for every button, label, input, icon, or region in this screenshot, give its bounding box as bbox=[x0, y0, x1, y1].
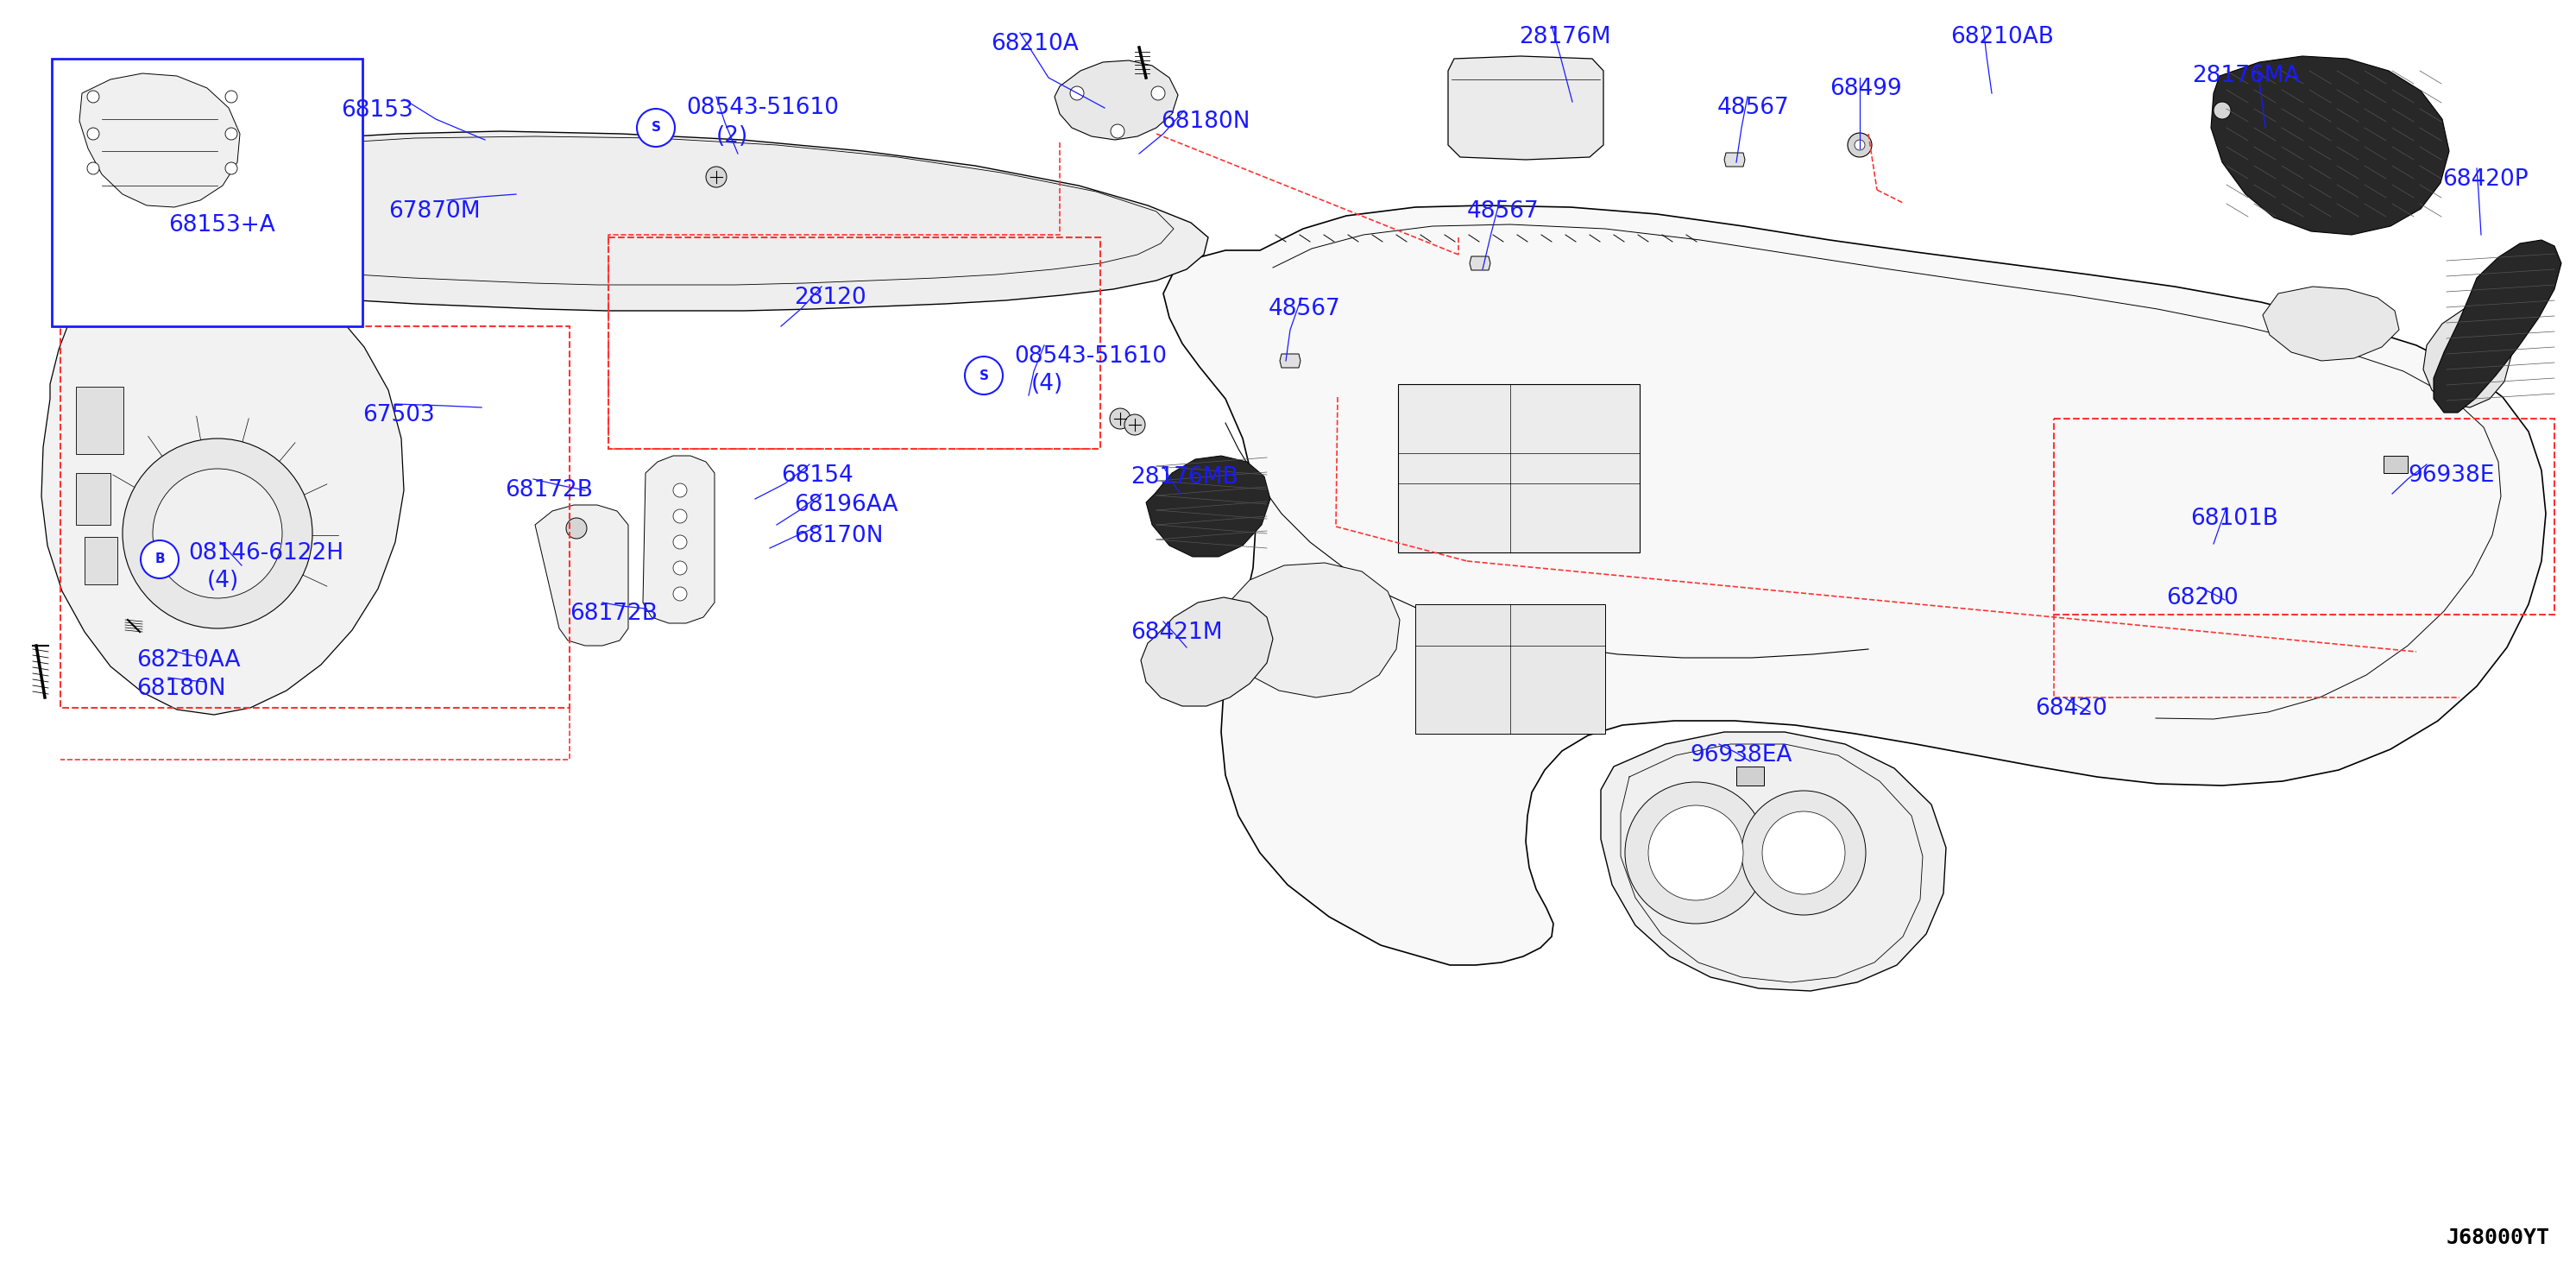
Text: 68153+A: 68153+A bbox=[167, 214, 276, 237]
Circle shape bbox=[1069, 86, 1084, 100]
Circle shape bbox=[88, 163, 100, 174]
Text: 67503: 67503 bbox=[363, 404, 435, 427]
Circle shape bbox=[124, 438, 312, 629]
Text: 67870M: 67870M bbox=[389, 200, 479, 223]
Circle shape bbox=[88, 91, 100, 102]
Circle shape bbox=[1762, 811, 1844, 894]
Text: S: S bbox=[652, 122, 659, 135]
Text: 48567: 48567 bbox=[1267, 297, 1342, 320]
Circle shape bbox=[672, 587, 688, 601]
Polygon shape bbox=[1448, 56, 1602, 160]
Text: 68210AB: 68210AB bbox=[1950, 26, 2053, 49]
Bar bbox=[608, 237, 1100, 448]
Polygon shape bbox=[1723, 152, 1744, 167]
Text: 68154: 68154 bbox=[781, 465, 853, 487]
Text: 68180N: 68180N bbox=[137, 678, 227, 699]
Circle shape bbox=[1847, 133, 1873, 158]
Circle shape bbox=[88, 128, 100, 140]
Circle shape bbox=[1110, 409, 1131, 429]
Circle shape bbox=[224, 91, 237, 102]
Bar bbox=[75, 473, 111, 525]
Text: 68196AA: 68196AA bbox=[793, 493, 899, 516]
Text: (4): (4) bbox=[1030, 373, 1064, 396]
Circle shape bbox=[2213, 102, 2231, 119]
Polygon shape bbox=[1280, 354, 1301, 368]
Circle shape bbox=[966, 356, 1002, 395]
Text: 68210A: 68210A bbox=[992, 33, 1079, 55]
Circle shape bbox=[1855, 140, 1865, 150]
Text: 96938E: 96938E bbox=[2409, 465, 2494, 487]
Circle shape bbox=[672, 535, 688, 550]
Text: 28176MA: 28176MA bbox=[2192, 65, 2300, 87]
Text: J68000YT: J68000YT bbox=[2447, 1227, 2550, 1248]
Text: (2): (2) bbox=[716, 126, 750, 147]
Text: 08146-6122H: 08146-6122H bbox=[188, 542, 343, 565]
Polygon shape bbox=[1146, 456, 1270, 557]
Bar bbox=[52, 59, 363, 327]
Circle shape bbox=[1110, 124, 1126, 138]
Circle shape bbox=[1126, 414, 1146, 436]
Text: 08543-51610: 08543-51610 bbox=[685, 96, 840, 119]
Text: 28176MB: 28176MB bbox=[1131, 466, 1239, 488]
Circle shape bbox=[1741, 790, 1865, 915]
Text: 68101B: 68101B bbox=[2190, 507, 2277, 530]
Bar bbox=[59, 327, 569, 708]
Text: 68420: 68420 bbox=[2035, 697, 2107, 720]
Text: 68200: 68200 bbox=[2166, 587, 2239, 610]
Polygon shape bbox=[1471, 256, 1492, 270]
Polygon shape bbox=[1226, 562, 1399, 697]
Text: 68170N: 68170N bbox=[793, 525, 884, 547]
Bar bbox=[75, 387, 124, 453]
Bar bbox=[1736, 766, 1765, 785]
Circle shape bbox=[224, 163, 237, 174]
Text: 68153: 68153 bbox=[340, 99, 412, 122]
Text: 68421M: 68421M bbox=[1131, 621, 1224, 644]
Polygon shape bbox=[41, 243, 404, 715]
Polygon shape bbox=[1600, 731, 1945, 991]
Text: 28120: 28120 bbox=[793, 287, 866, 309]
Text: 96938EA: 96938EA bbox=[1690, 744, 1793, 766]
Bar bbox=[2383, 456, 2409, 473]
Text: B: B bbox=[155, 553, 165, 566]
Text: 68180N: 68180N bbox=[1162, 110, 1249, 133]
Bar bbox=[1414, 605, 1605, 734]
Polygon shape bbox=[2262, 287, 2398, 361]
Bar bbox=[85, 537, 118, 584]
Polygon shape bbox=[2434, 240, 2561, 412]
Polygon shape bbox=[1164, 205, 2545, 965]
Circle shape bbox=[567, 518, 587, 538]
Bar bbox=[1399, 384, 1641, 552]
Circle shape bbox=[1151, 86, 1164, 100]
Text: 68499: 68499 bbox=[1829, 78, 1901, 100]
Polygon shape bbox=[1141, 597, 1273, 706]
Polygon shape bbox=[644, 456, 714, 624]
Text: 68172B: 68172B bbox=[569, 602, 657, 625]
Text: S: S bbox=[979, 369, 989, 382]
Text: 48567: 48567 bbox=[1718, 96, 1790, 119]
Circle shape bbox=[224, 128, 237, 140]
Polygon shape bbox=[2210, 56, 2450, 234]
Text: 08543-51610: 08543-51610 bbox=[1015, 346, 1167, 368]
Circle shape bbox=[636, 109, 675, 147]
Circle shape bbox=[152, 469, 283, 598]
Text: 48567: 48567 bbox=[1468, 200, 1540, 223]
Text: 28176M: 28176M bbox=[1520, 26, 1610, 49]
Bar bbox=[2053, 419, 2555, 615]
Text: 68210AA: 68210AA bbox=[137, 649, 240, 671]
Circle shape bbox=[672, 483, 688, 497]
Circle shape bbox=[142, 541, 178, 578]
Circle shape bbox=[1649, 806, 1744, 901]
Text: 68420P: 68420P bbox=[2442, 168, 2527, 191]
Polygon shape bbox=[134, 131, 1208, 311]
Text: 68172B: 68172B bbox=[505, 479, 592, 502]
Circle shape bbox=[1625, 783, 1767, 924]
Polygon shape bbox=[80, 73, 240, 208]
Polygon shape bbox=[1054, 60, 1177, 140]
Text: (4): (4) bbox=[206, 570, 240, 592]
Polygon shape bbox=[536, 505, 629, 646]
Circle shape bbox=[672, 510, 688, 523]
Circle shape bbox=[672, 561, 688, 575]
Polygon shape bbox=[2424, 297, 2512, 407]
Circle shape bbox=[706, 167, 726, 187]
